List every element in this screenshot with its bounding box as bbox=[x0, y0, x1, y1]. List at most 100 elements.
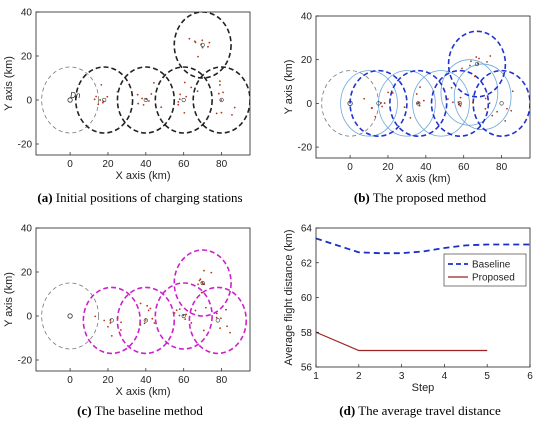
customer-point-b bbox=[387, 91, 389, 94]
customer-point-b bbox=[370, 107, 373, 110]
station-circle-c bbox=[82, 286, 141, 355]
caption-a: (a) Initial positions of charging statio… bbox=[10, 190, 270, 206]
x-tick-label-a: 0 bbox=[67, 159, 73, 170]
customer-point-c bbox=[204, 306, 207, 309]
y-tick-label-d: 62 bbox=[301, 258, 313, 269]
depot-coverage-circle-a bbox=[41, 66, 99, 134]
customer-point-c bbox=[226, 325, 228, 328]
depot-annotation-a: Dn bbox=[70, 91, 81, 100]
customer-point-c bbox=[225, 308, 227, 311]
station-marker-c bbox=[215, 318, 220, 323]
customer-point-c bbox=[109, 322, 112, 324]
x-axis-label-c: X axis (km) bbox=[116, 386, 171, 398]
station-marker-a bbox=[200, 42, 205, 48]
caption-d-label: (d) bbox=[339, 403, 356, 418]
customer-point-c bbox=[202, 282, 204, 285]
customer-point-b bbox=[419, 86, 421, 89]
customer-point-a bbox=[185, 95, 188, 98]
station-marker-b bbox=[416, 101, 421, 106]
customer-point-b bbox=[383, 102, 386, 104]
customer-point-c bbox=[219, 317, 222, 320]
customer-point-a bbox=[93, 98, 96, 101]
customer-point-a bbox=[179, 93, 182, 96]
plot-frame-c bbox=[35, 227, 251, 372]
coverage-circle-b bbox=[340, 70, 398, 137]
customer-point-c bbox=[199, 278, 202, 281]
customer-point-b bbox=[470, 60, 472, 63]
customer-point-c bbox=[151, 317, 154, 320]
customer-point-a bbox=[222, 91, 224, 94]
station-circle-c bbox=[188, 286, 248, 355]
customer-point-b bbox=[504, 119, 507, 122]
station-circle-b bbox=[389, 69, 448, 137]
customer-point-c bbox=[94, 315, 97, 318]
depot-coverage-circle-c bbox=[41, 282, 99, 350]
station-circle-a bbox=[192, 66, 250, 134]
customer-point-a bbox=[217, 92, 220, 95]
customer-point-b bbox=[506, 107, 508, 110]
customer-point-b bbox=[488, 102, 491, 105]
customer-point-c bbox=[215, 312, 218, 315]
x-axis-label-b: X axis (km) bbox=[396, 173, 451, 185]
customer-point-a bbox=[201, 46, 204, 49]
customer-point-c bbox=[197, 283, 199, 286]
station-circle-a bbox=[116, 66, 176, 134]
y-tick-label-d: 56 bbox=[301, 363, 313, 374]
customer-point-b bbox=[363, 97, 366, 100]
customer-point-b bbox=[459, 102, 461, 105]
customer-point-c bbox=[120, 321, 122, 324]
station-marker-c bbox=[109, 318, 114, 323]
customer-point-a bbox=[190, 86, 193, 89]
customer-point-c bbox=[143, 322, 146, 325]
x-tick-label-c: 40 bbox=[140, 375, 152, 386]
x-tick-label-d: 3 bbox=[399, 371, 405, 382]
y-tick-label-c: 20 bbox=[21, 268, 33, 279]
y-tick-label-c: -20 bbox=[18, 356, 33, 367]
x-tick-label-b: 40 bbox=[420, 162, 432, 173]
x-tick-label-b: 80 bbox=[496, 162, 508, 173]
customer-point-a bbox=[152, 81, 155, 84]
station-circle-c bbox=[154, 282, 213, 350]
customer-point-a bbox=[148, 100, 150, 102]
customer-point-c bbox=[185, 313, 188, 316]
customer-point-c bbox=[103, 319, 106, 322]
customer-point-a bbox=[196, 90, 199, 93]
x-tick-label-c: 60 bbox=[178, 375, 190, 386]
x-tick-label-c: 20 bbox=[102, 375, 114, 386]
depot-marker-c bbox=[67, 313, 73, 319]
x-tick-label-d: 4 bbox=[442, 371, 448, 382]
customer-point-b bbox=[418, 104, 421, 107]
station-circle-a bbox=[74, 66, 134, 134]
customer-point-a bbox=[219, 84, 221, 86]
customer-point-a bbox=[100, 83, 103, 86]
caption-b: (b) The proposed method bbox=[290, 190, 550, 206]
depot-marker-a bbox=[67, 97, 73, 103]
customer-point-a bbox=[215, 112, 218, 115]
y-tick-label-a: -20 bbox=[18, 140, 33, 151]
customer-point-a bbox=[99, 99, 102, 101]
y-tick-label-a: 40 bbox=[21, 8, 33, 19]
customer-point-c bbox=[200, 291, 203, 294]
customer-point-a bbox=[197, 55, 199, 58]
customer-point-c bbox=[178, 314, 181, 317]
customer-point-a bbox=[177, 103, 180, 106]
customer-point-c bbox=[203, 269, 205, 272]
station-circle-b bbox=[430, 69, 490, 137]
customer-point-b bbox=[461, 67, 463, 70]
customer-point-a bbox=[183, 81, 186, 84]
customer-point-a bbox=[220, 99, 223, 102]
y-tick-label-c: 0 bbox=[26, 312, 32, 323]
y-tick-label-d: 58 bbox=[301, 328, 313, 339]
y-tick-label-c: 40 bbox=[21, 224, 33, 235]
customer-point-a bbox=[97, 103, 100, 106]
customer-point-a bbox=[95, 95, 97, 98]
y-tick-label-a: 20 bbox=[21, 52, 33, 63]
customer-point-a bbox=[188, 37, 191, 40]
customer-point-b bbox=[484, 107, 487, 110]
station-marker-b bbox=[499, 101, 504, 106]
station-marker-a bbox=[219, 97, 224, 103]
customer-point-b bbox=[486, 60, 488, 63]
customer-point-c bbox=[147, 309, 150, 312]
customer-point-a bbox=[106, 95, 109, 98]
x-tick-label-d: 1 bbox=[313, 371, 319, 382]
